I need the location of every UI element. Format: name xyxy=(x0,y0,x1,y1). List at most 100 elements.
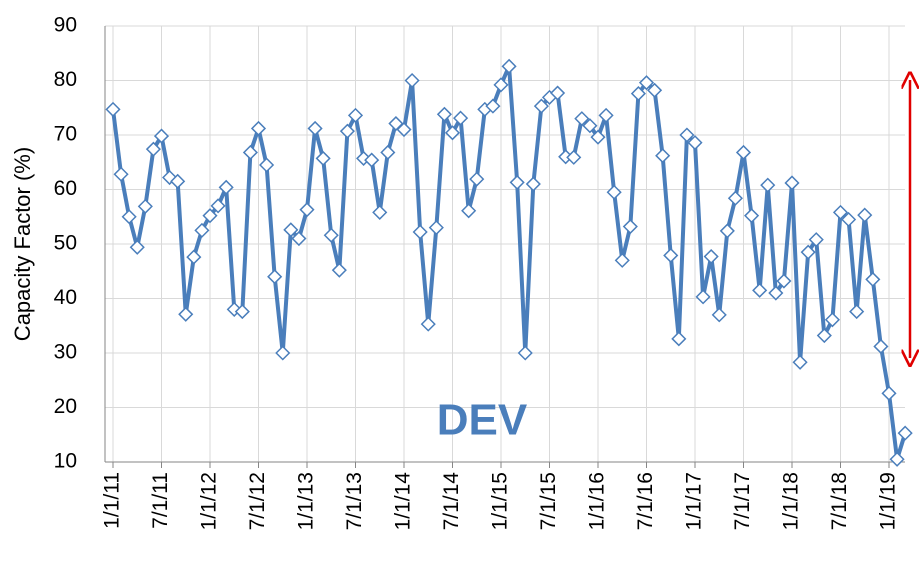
marker xyxy=(121,209,137,225)
marker xyxy=(202,208,218,224)
marker xyxy=(444,125,461,141)
marker xyxy=(598,107,614,123)
marker xyxy=(339,123,355,139)
marker xyxy=(242,144,258,161)
marker xyxy=(622,218,638,235)
marker xyxy=(695,289,711,305)
marker xyxy=(307,120,323,137)
y-tick-label: 70 xyxy=(54,123,77,146)
marker xyxy=(420,316,436,332)
x-tick-label: 7/1/11 xyxy=(149,472,172,529)
x-tick-label: 7/1/16 xyxy=(634,472,657,530)
marker xyxy=(323,227,339,243)
marker xyxy=(671,331,687,347)
marker xyxy=(606,184,622,200)
x-tick-label: 7/1/12 xyxy=(246,472,269,530)
y-tick-label: 80 xyxy=(54,68,77,91)
marker xyxy=(404,72,420,89)
marker xyxy=(752,282,768,298)
marker xyxy=(760,177,776,193)
marker xyxy=(655,148,671,164)
marker xyxy=(283,222,299,238)
marker xyxy=(849,304,865,320)
marker xyxy=(291,230,307,247)
marker xyxy=(461,203,477,219)
x-tick-label: 1/1/18 xyxy=(780,472,803,530)
marker xyxy=(186,249,202,265)
marker xyxy=(550,85,566,101)
marker xyxy=(436,106,452,122)
marker xyxy=(533,98,549,114)
marker xyxy=(501,58,517,74)
x-tick-label: 1/1/15 xyxy=(489,472,512,530)
marker xyxy=(509,174,525,190)
y-tick-label: 20 xyxy=(54,395,77,418)
marker xyxy=(630,86,646,102)
x-tick-label: 1/1/11 xyxy=(101,472,124,529)
marker xyxy=(582,118,598,134)
x-tick-label: 1/1/16 xyxy=(586,472,609,530)
marker xyxy=(412,224,428,240)
x-tick-label: 7/1/17 xyxy=(731,472,754,530)
marker xyxy=(388,115,404,132)
marker xyxy=(566,149,582,165)
marker xyxy=(574,111,590,127)
y-tick-label: 30 xyxy=(54,341,77,364)
marker xyxy=(113,166,129,182)
marker xyxy=(259,157,275,173)
marker xyxy=(105,101,121,117)
marker xyxy=(331,262,347,278)
marker xyxy=(679,127,695,143)
x-tick-label: 1/1/19 xyxy=(877,472,900,530)
marker xyxy=(428,220,444,236)
marker xyxy=(800,244,816,260)
marker xyxy=(372,204,388,220)
marker xyxy=(525,176,541,192)
x-tick-label: 1/1/13 xyxy=(295,472,318,530)
marker xyxy=(719,223,735,239)
x-tick-label: 7/1/18 xyxy=(828,472,851,530)
x-tick-label: 1/1/14 xyxy=(392,472,415,531)
marker xyxy=(210,198,226,214)
marker xyxy=(735,144,752,161)
marker xyxy=(267,269,283,285)
marker xyxy=(865,271,881,287)
marker xyxy=(889,451,905,467)
x-tick-label: 1/1/17 xyxy=(683,472,706,530)
marker xyxy=(178,306,194,322)
marker xyxy=(145,141,161,157)
x-tick-label: 1/1/12 xyxy=(198,472,221,530)
marker xyxy=(517,345,533,361)
y-tick-label: 50 xyxy=(54,232,77,255)
marker xyxy=(816,327,832,344)
y-tick-label: 60 xyxy=(54,177,77,200)
y-axis-title: Capacity Factor (%) xyxy=(10,147,35,341)
marker xyxy=(170,173,186,189)
marker xyxy=(485,98,501,114)
marker xyxy=(250,120,267,137)
marker xyxy=(663,247,679,264)
marker xyxy=(364,152,380,168)
marker xyxy=(137,198,153,214)
marker xyxy=(703,248,719,265)
marker xyxy=(469,171,485,187)
marker xyxy=(832,204,849,220)
marker xyxy=(493,77,509,93)
marker xyxy=(808,232,824,248)
x-tick-label: 7/1/13 xyxy=(343,472,366,530)
marker xyxy=(347,107,364,123)
marker xyxy=(776,273,792,289)
marker xyxy=(315,150,331,166)
marker xyxy=(396,121,412,138)
marker xyxy=(687,135,703,151)
marker xyxy=(857,207,873,223)
marker xyxy=(881,385,897,401)
x-tick-label: 7/1/14 xyxy=(440,472,463,531)
marker xyxy=(784,175,800,191)
y-tick-label: 10 xyxy=(54,450,77,473)
marker xyxy=(841,211,857,228)
marker xyxy=(590,129,606,145)
marker xyxy=(638,75,655,91)
marker xyxy=(153,128,170,144)
